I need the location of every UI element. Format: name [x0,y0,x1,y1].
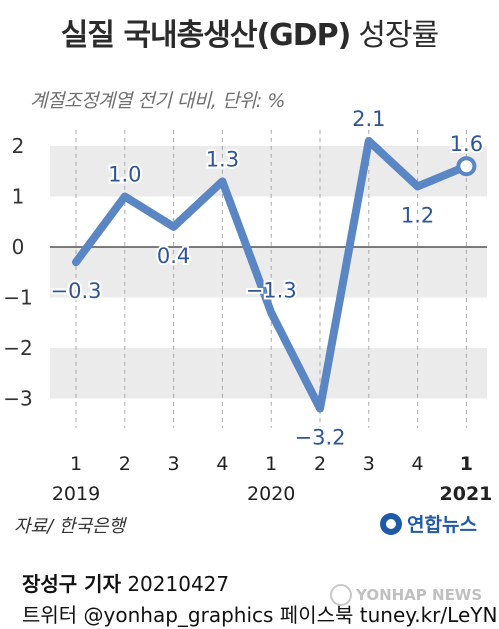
year-label: 2021 [440,483,493,505]
title-suffix: 성장률 [358,18,439,53]
x-tick-label: 2 [119,453,131,475]
x-tick-label: 4 [412,453,424,475]
watermark-text: YONHAP NEWS [356,586,483,604]
title-main: 실질 국내총생산(GDP) [60,18,352,53]
watermark-logo-icon [330,584,352,606]
data-label: 2.1 [352,107,385,131]
y-tick-label: −1 [3,286,32,310]
y-tick-label: −3 [3,387,32,411]
watermark: YONHAP NEWS [330,584,482,606]
data-label: 1.0 [108,163,141,187]
x-tick-label: 3 [363,453,375,475]
data-label: 0.4 [157,244,190,268]
series-line [72,136,471,413]
social-links: 트위터 @yonhap_graphics 페이스북 tuney.kr/LeYN1 [22,603,499,627]
grid-band [50,348,487,399]
publish-date: 20210427 [127,572,230,596]
source-note: 자료/ 한국은행 [14,516,126,537]
yonhap-logo-icon [380,512,402,535]
reporter-name: 장성구 기자 [22,572,121,596]
data-label: 1.2 [401,203,434,227]
x-tick-label: 4 [216,453,228,475]
chart-subtitle: 계절조정계열 전기 대비, 단위: % [30,90,285,112]
data-label: −3.2 [295,426,346,450]
y-tick-label: −2 [3,336,32,360]
brand-logo: 연합뉴스 [380,510,477,537]
year-label: 2020 [247,483,295,505]
y-tick-label: 0 [12,235,25,259]
data-label: −0.3 [51,279,102,303]
byline: 장성구 기자 20210427 [22,568,229,597]
x-tick-label: 1 [265,453,277,475]
data-label: 1.6 [450,132,483,156]
y-tick-label: 2 [12,134,25,158]
x-tick-label: 2 [314,453,326,475]
chart-title: 실질 국내총생산(GDP) 성장률 [0,10,499,54]
y-tick-label: 1 [12,185,25,209]
highlight-point [456,156,477,177]
gdp-line-chart: 2 1 0 −1 −2 −3 −0.3 1.0 0.4 1.3 −1.3 −3.2 2.1 1.2 1.6 1… [3,105,493,505]
grid-band [50,247,487,298]
year-label: 2019 [52,483,100,505]
x-tick-label: 3 [168,453,180,475]
x-tick-label: 1 [460,453,473,475]
data-label: −1.3 [246,279,297,303]
brand-name: 연합뉴스 [407,514,477,536]
x-tick-label: 1 [70,453,82,475]
data-label: 1.3 [206,147,239,171]
